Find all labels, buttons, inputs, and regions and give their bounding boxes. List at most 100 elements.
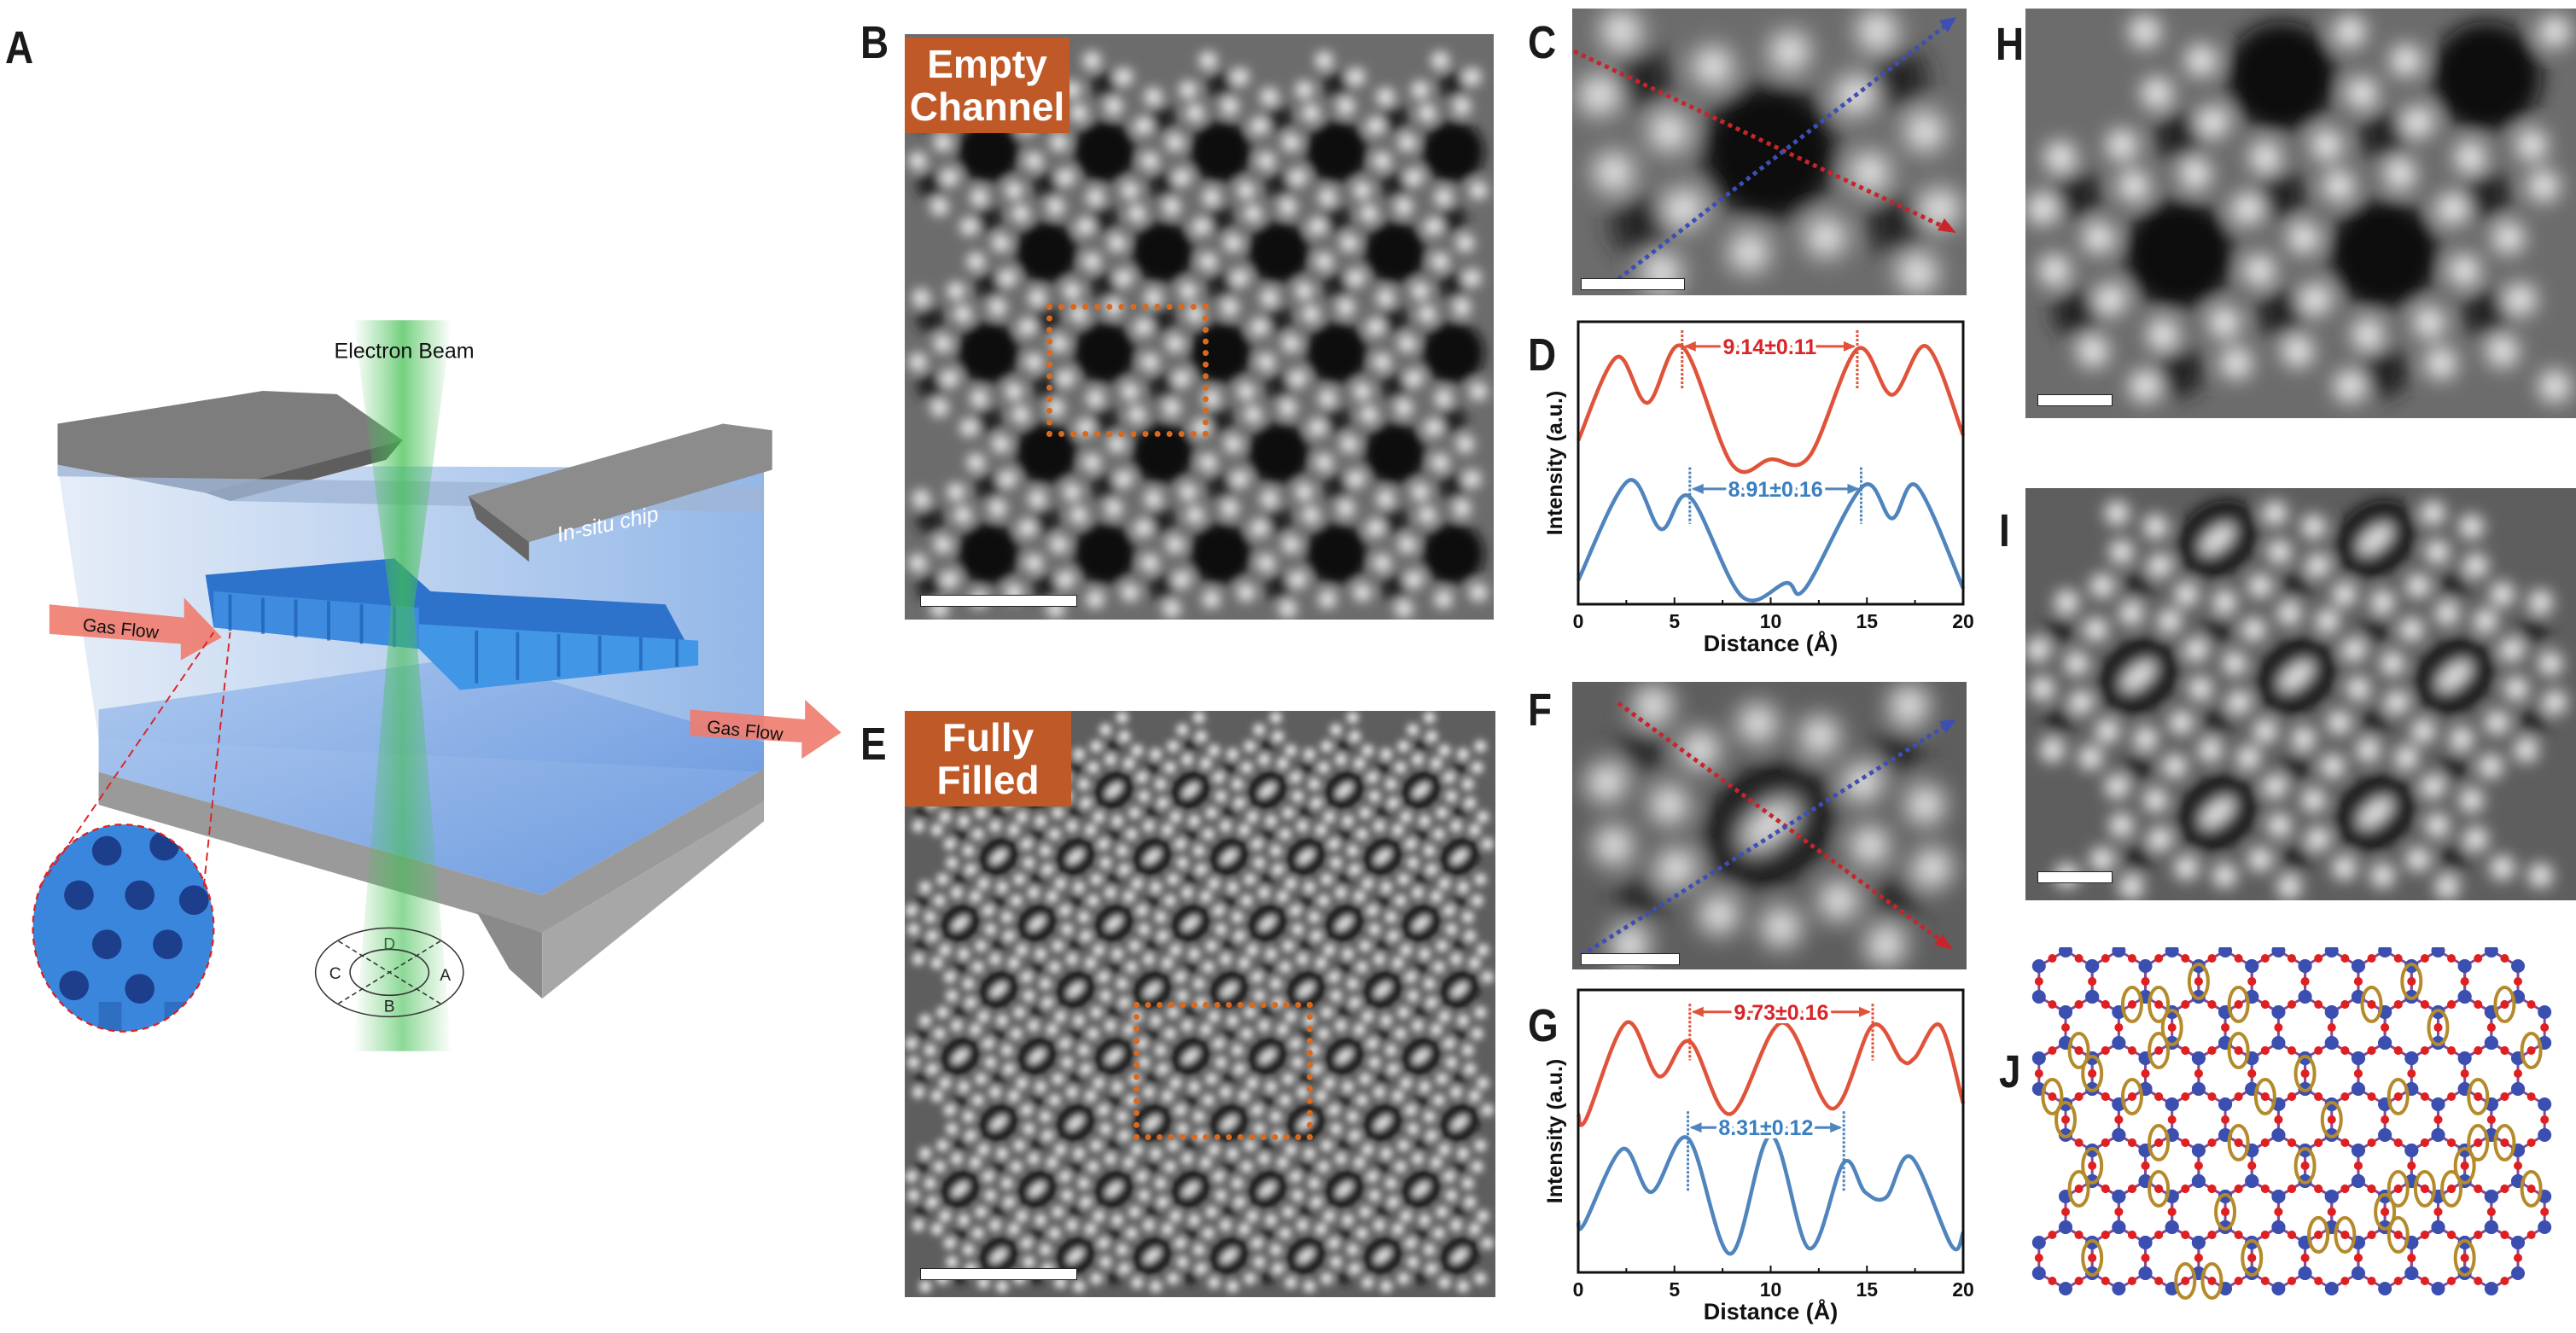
bright-spot bbox=[1257, 554, 1275, 572]
bright-spot bbox=[936, 1139, 949, 1151]
panel-label-i: I bbox=[1999, 505, 2010, 556]
bright-spot bbox=[1116, 977, 1128, 990]
bright-spot bbox=[1167, 1139, 1180, 1151]
guest-site-marker bbox=[2148, 1170, 2171, 1208]
silicon-atom bbox=[2538, 1097, 2552, 1111]
silicon-atom bbox=[2191, 1051, 2206, 1065]
bright-spot bbox=[1317, 894, 1330, 907]
oxygen-atom bbox=[2194, 1069, 2203, 1078]
bright-spot bbox=[1011, 205, 1030, 223]
bright-spot bbox=[1303, 748, 1315, 760]
bright-spot bbox=[2425, 347, 2457, 379]
bright-spot bbox=[1407, 990, 1419, 1002]
small-pore bbox=[914, 938, 930, 952]
bright-spot bbox=[2385, 690, 2410, 714]
bright-spot bbox=[2437, 193, 2468, 224]
bright-spot bbox=[1034, 814, 1046, 827]
small-pore bbox=[1221, 1204, 1237, 1219]
silicon-atom bbox=[2457, 990, 2472, 1004]
bright-spot bbox=[1058, 1170, 1071, 1183]
panel-label-a: A bbox=[5, 22, 34, 73]
bright-spot bbox=[2039, 254, 2071, 286]
oxygen-atom bbox=[2393, 1231, 2403, 1239]
small-pore bbox=[914, 1204, 930, 1219]
bright-spot bbox=[946, 857, 959, 869]
bright-spot bbox=[1387, 1196, 1400, 1208]
small-pore bbox=[1413, 1271, 1429, 1285]
guest-site-marker bbox=[2253, 1078, 2276, 1115]
bright-spot bbox=[1404, 838, 1417, 850]
bright-spot bbox=[909, 554, 927, 572]
small-pore bbox=[1438, 271, 1467, 300]
empty-pore bbox=[1189, 522, 1252, 585]
arrowhead-icon bbox=[1689, 1122, 1702, 1133]
small-pore bbox=[1068, 1204, 1083, 1219]
bright-spot bbox=[1431, 253, 1449, 271]
small-pore bbox=[1068, 805, 1083, 820]
bright-spot bbox=[1054, 1010, 1067, 1022]
bright-spot bbox=[1318, 188, 1337, 207]
bright-spot bbox=[1423, 977, 1436, 990]
guest-site-marker bbox=[2200, 1262, 2223, 1300]
bright-spot bbox=[1181, 1153, 1193, 1165]
oxygen-atom bbox=[2367, 1138, 2376, 1147]
bright-spot bbox=[1442, 1170, 1455, 1183]
bright-spot bbox=[2253, 719, 2277, 743]
silicon-atom bbox=[2351, 1082, 2365, 1096]
oxygen-atom bbox=[2367, 1046, 2376, 1055]
bright-spot bbox=[1169, 811, 1182, 824]
bright-spot bbox=[1395, 600, 1413, 618]
bright-spot bbox=[1346, 844, 1359, 857]
bright-spot bbox=[1693, 47, 1733, 86]
bright-spot bbox=[982, 905, 994, 917]
small-pore bbox=[2045, 616, 2074, 645]
bright-spot bbox=[1384, 778, 1397, 790]
oxygen-atom bbox=[2221, 1208, 2230, 1216]
bright-spot bbox=[1289, 1170, 1302, 1183]
bright-spot bbox=[1186, 104, 1204, 122]
bright-spot bbox=[1144, 288, 1163, 307]
bright-spot bbox=[1456, 435, 1474, 453]
arrowhead-icon bbox=[1691, 1006, 1704, 1017]
oxygen-atom bbox=[2048, 1092, 2057, 1101]
guest-molecule bbox=[2358, 797, 2392, 829]
bright-spot bbox=[933, 1027, 946, 1039]
small-pore bbox=[2154, 347, 2204, 398]
bright-spot bbox=[1729, 233, 1769, 272]
oxygen-atom bbox=[2314, 1277, 2323, 1285]
bright-spot bbox=[1269, 712, 1282, 724]
oxygen-atom bbox=[2420, 1231, 2429, 1239]
bright-spot bbox=[1353, 382, 1372, 400]
small-pore bbox=[2124, 570, 2153, 600]
bright-spot bbox=[1314, 824, 1327, 836]
bright-spot bbox=[1220, 1219, 1232, 1231]
oxygen-atom bbox=[2274, 1115, 2283, 1124]
bright-spot bbox=[971, 1227, 984, 1239]
bright-spot bbox=[1023, 990, 1035, 1002]
oxygen-atom bbox=[2486, 1115, 2496, 1124]
bright-spot bbox=[1131, 877, 1144, 889]
small-pore bbox=[1029, 1138, 1045, 1152]
bright-spot bbox=[1366, 1038, 1378, 1050]
bright-spot bbox=[1464, 930, 1477, 942]
bright-spot bbox=[1376, 490, 1395, 508]
bright-spot bbox=[1360, 405, 1378, 423]
bright-spot bbox=[1464, 797, 1477, 809]
bright-spot bbox=[1436, 1073, 1448, 1085]
bright-spot bbox=[1023, 1123, 1035, 1135]
bright-spot bbox=[1474, 1272, 1487, 1284]
small-pore bbox=[1029, 1093, 1045, 1108]
bright-spot bbox=[1188, 1080, 1200, 1093]
bright-spot bbox=[1050, 535, 1068, 554]
bright-spot bbox=[1077, 778, 1090, 790]
detector-segment-c: C bbox=[329, 965, 341, 983]
guest-site-marker bbox=[2227, 1032, 2250, 1069]
silicon-atom bbox=[2298, 1266, 2312, 1280]
bright-spot bbox=[962, 1110, 975, 1123]
bright-spot bbox=[1057, 370, 1075, 387]
bright-spot bbox=[1097, 838, 1110, 850]
bright-spot bbox=[2212, 590, 2237, 614]
bright-spot bbox=[2459, 788, 2484, 812]
bright-spot bbox=[962, 844, 975, 857]
guest-molecule bbox=[1336, 783, 1353, 798]
